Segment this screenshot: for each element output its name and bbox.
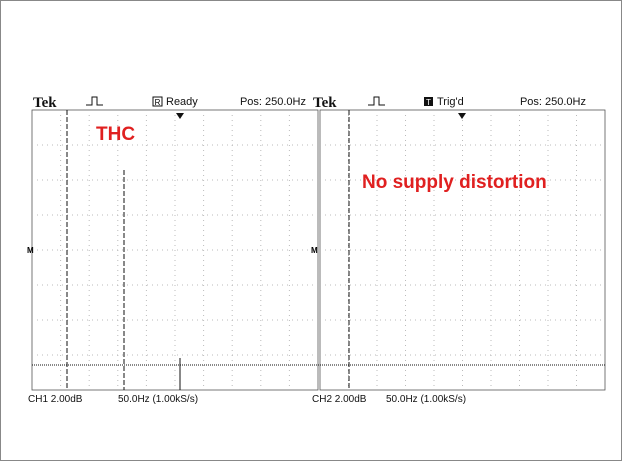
screenshot: Tek R Ready Pos: 250.0Hz THC CH1 2.00dB … — [0, 0, 622, 461]
channel: CH2 2.00dB — [312, 394, 367, 405]
position: Pos: 250.0Hz — [240, 96, 306, 108]
status-icon: R — [155, 98, 161, 107]
annotation: No supply distortion — [362, 172, 547, 193]
channel: CH1 2.00dB — [28, 394, 83, 405]
brand: Tek — [313, 95, 337, 111]
position: Pos: 250.0Hz — [520, 96, 586, 108]
ref-marker: M — [311, 246, 318, 255]
status: Ready — [166, 96, 198, 108]
ref-marker: M — [27, 246, 34, 255]
status-icon: T — [426, 98, 431, 107]
status: Trig'd — [437, 96, 464, 108]
annotation: THC — [96, 124, 135, 145]
brand: Tek — [33, 95, 57, 111]
page-frame — [1, 1, 622, 461]
timebase: 50.0Hz (1.00kS/s) — [118, 394, 198, 405]
timebase: 50.0Hz (1.00kS/s) — [386, 394, 466, 405]
